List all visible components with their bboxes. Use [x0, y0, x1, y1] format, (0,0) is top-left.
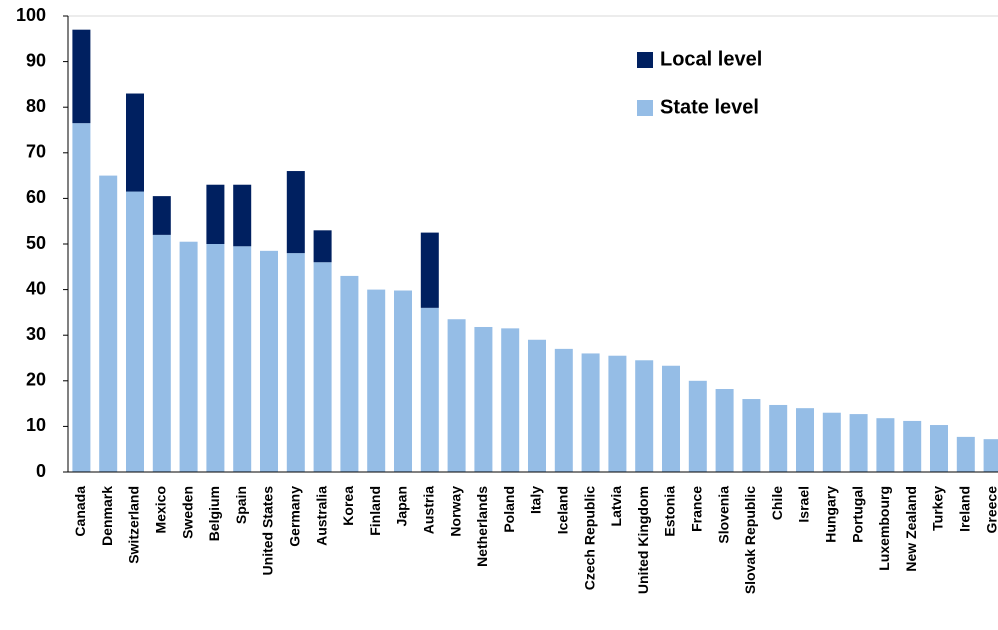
- bar-segment: [340, 275, 359, 472]
- x-tick-label: Norway: [447, 486, 463, 537]
- x-tick-label: Poland: [501, 486, 517, 533]
- bar-segment: [72, 123, 91, 472]
- bar-segment: [313, 262, 332, 472]
- y-tick-label: 90: [26, 50, 46, 70]
- bar-segment: [769, 404, 788, 472]
- x-tick-label: Luxembourg: [876, 486, 892, 571]
- x-tick-label: Germany: [287, 486, 303, 547]
- x-tick-label: Mexico: [153, 486, 169, 533]
- y-tick-label: 10: [26, 415, 46, 435]
- bar-segment: [876, 418, 895, 472]
- x-tick-label: United States: [260, 486, 276, 576]
- bar-segment: [179, 241, 198, 472]
- bar-segment: [72, 29, 91, 124]
- bar-segment: [206, 244, 225, 472]
- bar-segment: [233, 184, 252, 247]
- x-tick-label: Hungary: [823, 486, 839, 543]
- bar-segment: [152, 196, 171, 235]
- bar-segment: [662, 365, 680, 472]
- bar-segment: [956, 436, 975, 472]
- x-tick-label: Sweden: [179, 486, 195, 539]
- x-tick-label: Finland: [367, 486, 383, 536]
- x-tick-label: Spain: [233, 486, 249, 524]
- bar-segment: [126, 93, 144, 192]
- y-tick-label: 70: [26, 142, 46, 162]
- x-tick-label: France: [689, 486, 705, 532]
- legend-label: Local level: [660, 48, 762, 70]
- x-tick-label: Turkey: [930, 486, 946, 531]
- x-tick-label: Japan: [394, 486, 410, 526]
- x-tick-label: Czech Republic: [581, 486, 597, 590]
- bar-segment: [420, 232, 439, 308]
- bar-segment: [581, 353, 600, 472]
- x-tick-label: Slovenia: [715, 486, 731, 544]
- x-tick-label: Israel: [796, 486, 812, 523]
- x-tick-label: Switzerland: [126, 486, 142, 564]
- x-tick-label: Netherlands: [474, 486, 490, 567]
- bar-segment: [152, 234, 171, 472]
- bar-segment: [608, 355, 627, 472]
- x-tick-label: Belgium: [206, 486, 222, 541]
- x-tick-label: Greece: [983, 486, 998, 534]
- x-tick-label: Ireland: [957, 486, 973, 532]
- bar-segment: [233, 246, 252, 472]
- bar-segment: [286, 171, 305, 254]
- bar-segment: [206, 184, 225, 244]
- bar-segment: [501, 328, 520, 472]
- x-tick-label: Italy: [528, 486, 544, 514]
- x-tick-label: Korea: [340, 486, 356, 526]
- bar-segment: [688, 380, 707, 472]
- x-tick-label: Austria: [421, 486, 437, 534]
- bar-segment: [903, 420, 922, 472]
- x-tick-label: Estonia: [662, 486, 678, 537]
- x-tick-label: Chile: [769, 486, 785, 520]
- bar-segment: [983, 439, 998, 472]
- x-tick-label: Canada: [72, 486, 88, 537]
- legend-swatch: [637, 100, 653, 116]
- legend-label: State level: [660, 96, 759, 118]
- bar-segment: [822, 412, 841, 472]
- x-tick-label: Slovak Republic: [742, 486, 758, 594]
- bar-segment: [554, 348, 573, 472]
- y-tick-label: 40: [26, 278, 46, 298]
- bar-segment: [99, 175, 118, 472]
- y-tick-label: 30: [26, 324, 46, 344]
- bar-segment: [367, 289, 386, 472]
- bar-segment: [715, 389, 734, 472]
- x-tick-label: New Zealand: [903, 486, 919, 572]
- y-tick-label: 80: [26, 96, 46, 116]
- bar-segment: [420, 307, 439, 472]
- x-tick-label: Portugal: [849, 486, 865, 543]
- y-tick-label: 0: [36, 461, 46, 481]
- x-tick-label: Denmark: [99, 486, 115, 546]
- bar-segment: [742, 399, 761, 472]
- bar-segment: [447, 319, 466, 472]
- x-tick-label: Iceland: [555, 486, 571, 534]
- legend-swatch: [637, 52, 653, 68]
- bar-segment: [796, 408, 814, 472]
- bar-segment: [313, 230, 332, 263]
- bar-segment: [930, 425, 948, 472]
- bar-segment: [528, 339, 546, 472]
- y-tick-label: 20: [26, 370, 46, 390]
- y-tick-label: 60: [26, 187, 46, 207]
- bar-segment: [394, 290, 412, 472]
- bar-segment: [126, 191, 144, 472]
- bar-segment: [849, 414, 868, 472]
- y-tick-label: 100: [16, 5, 46, 25]
- y-tick-label: 50: [26, 233, 46, 253]
- x-tick-label: Australia: [313, 486, 329, 546]
- x-tick-label: Latvia: [608, 486, 624, 527]
- bar-segment: [286, 253, 305, 472]
- bar-segment: [635, 360, 654, 472]
- x-tick-label: United Kingdom: [635, 486, 651, 594]
- bar-segment: [474, 326, 493, 472]
- bar-segment: [260, 250, 278, 472]
